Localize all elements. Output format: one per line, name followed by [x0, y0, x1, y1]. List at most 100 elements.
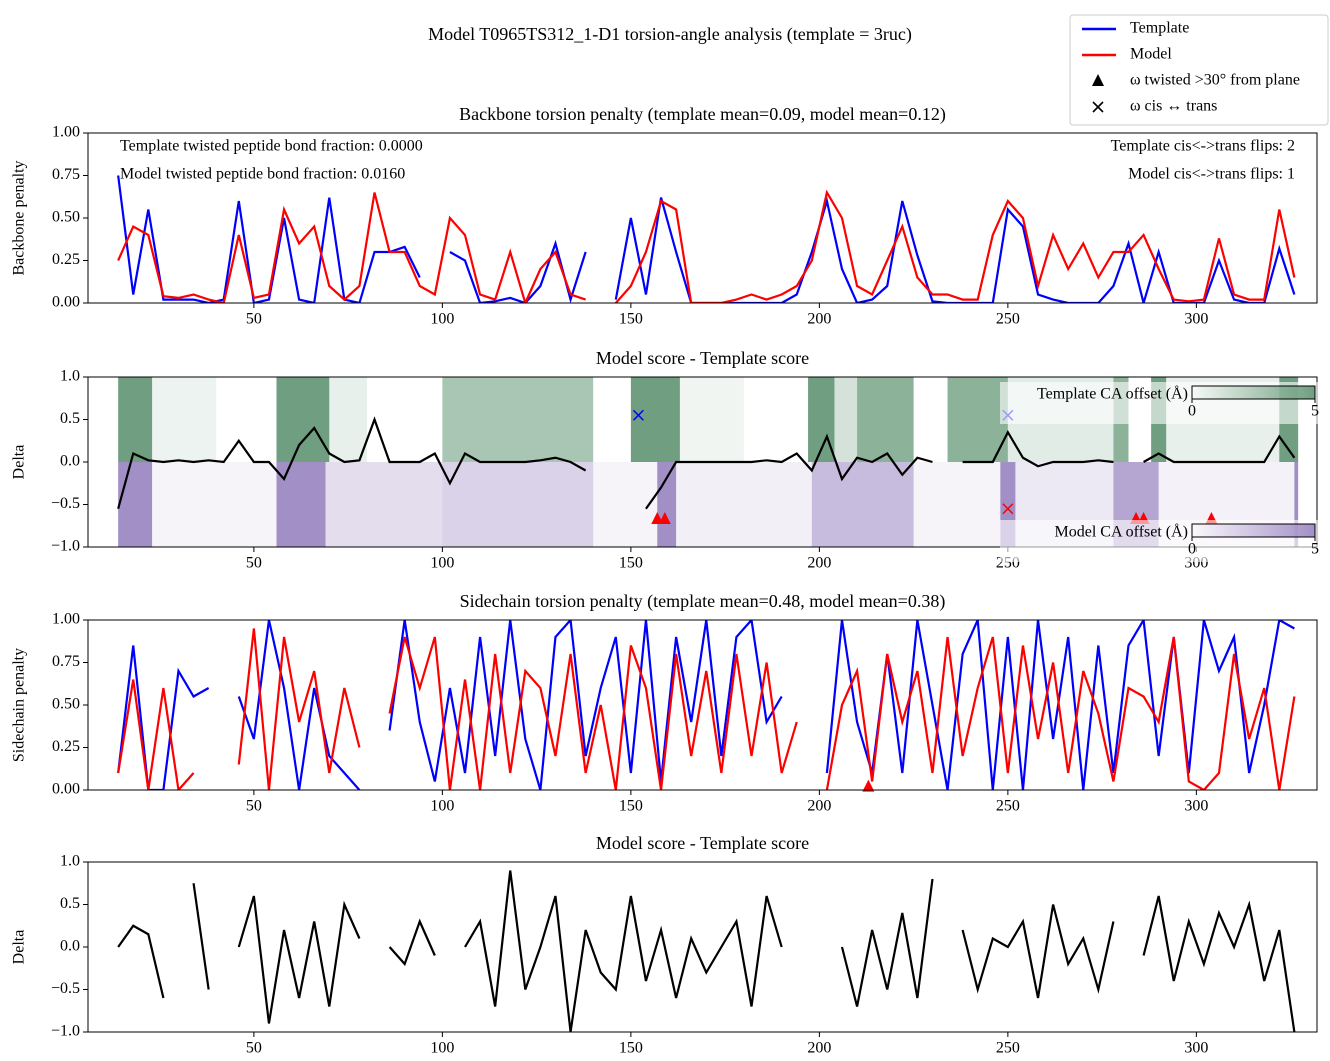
offset-band: [657, 462, 677, 547]
y-tick-label: −0.5: [51, 495, 80, 512]
offset-band: [276, 377, 330, 462]
series-line: [117, 924, 165, 999]
annotation: Model cis<->trans flips: 1: [1128, 166, 1295, 183]
y-axis-label: Sidechain penalty: [11, 648, 28, 762]
colorbar-tick-label: 0: [1188, 403, 1196, 420]
x-tick-label: 300: [1184, 798, 1208, 815]
x-marker: [1002, 503, 1014, 515]
x-tick-label: 300: [1184, 311, 1208, 328]
y-tick-label: −0.5: [51, 980, 80, 997]
series-line: [825, 620, 1295, 790]
legend-label: ω cis ↔ trans: [1130, 98, 1217, 115]
series-line: [388, 620, 783, 790]
panel-title: Model score - Template score: [596, 348, 809, 368]
series-line: [117, 679, 195, 790]
series-line: [840, 878, 934, 1007]
x-tick-label: 100: [430, 1040, 454, 1057]
x-tick-label: 200: [807, 311, 831, 328]
colorbar-tick-label: 0: [1188, 541, 1196, 558]
offset-band: [630, 377, 680, 462]
x-tick-label: 50: [246, 1040, 262, 1057]
y-tick-label: 1.00: [52, 124, 80, 141]
y-tick-label: 0.75: [52, 653, 80, 670]
offset-band: [329, 377, 367, 462]
series-line: [614, 189, 1296, 303]
x-tick-label: 150: [619, 311, 643, 328]
series-line: [962, 429, 1114, 468]
offset-band: [811, 462, 914, 547]
offset-band: [913, 462, 1001, 547]
offset-band: [276, 462, 326, 547]
colorbar-tick-label: 5: [1311, 541, 1319, 558]
x-tick-label: 150: [619, 798, 643, 815]
y-tick-label: 1.0: [60, 368, 80, 385]
colorbar-tick-label: 5: [1311, 403, 1319, 420]
offset-band: [1294, 462, 1299, 547]
offset-band: [118, 462, 153, 547]
x-tick-label: 300: [1184, 1040, 1208, 1057]
x-tick-label: 150: [619, 555, 643, 572]
x-tick-label: 200: [807, 1040, 831, 1057]
y-axis-label: Backbone penalty: [11, 160, 28, 275]
x-tick-label: 100: [430, 555, 454, 572]
triangle-marker: [862, 779, 875, 792]
panel-title: Model score - Template score: [596, 833, 809, 853]
offset-band: [152, 462, 277, 547]
series-line: [464, 870, 783, 1032]
y-axis-label: Delta: [11, 445, 28, 480]
y-tick-label: 0.50: [52, 696, 80, 713]
y-tick-label: 0.0: [60, 453, 80, 470]
series-line: [961, 904, 1115, 999]
series-line: [1143, 434, 1296, 464]
y-tick-label: −1.0: [51, 538, 80, 555]
series-line: [117, 192, 586, 303]
offset-band: [593, 462, 658, 547]
x-tick-label: 250: [996, 311, 1020, 328]
panel-title: Backbone torsion penalty (template mean=…: [459, 104, 946, 125]
x-tick-label: 150: [619, 1040, 643, 1057]
x-marker: [632, 409, 644, 421]
offset-band: [947, 377, 1008, 462]
x-tick-label: 250: [996, 1040, 1020, 1057]
legend-label: Template: [1130, 20, 1189, 37]
x-tick-label: 200: [807, 555, 831, 572]
offset-band: [679, 377, 744, 462]
series-line: [1142, 895, 1296, 1032]
y-axis-label: Delta: [11, 930, 28, 965]
offset-band: [834, 377, 858, 462]
offset-band: [118, 377, 153, 462]
offset-band: [857, 377, 914, 462]
x-tick-label: 50: [246, 798, 262, 815]
annotation: Template cis<->trans flips: 2: [1111, 138, 1295, 155]
series-line: [237, 628, 361, 790]
y-tick-label: −1.0: [51, 1023, 80, 1040]
x-stroke: [632, 409, 644, 421]
offset-band: [676, 462, 812, 547]
x-tick-label: 100: [430, 798, 454, 815]
legend-label: ω twisted >30° from plane: [1130, 72, 1300, 89]
y-tick-label: 0.5: [60, 410, 80, 427]
y-tick-label: 0.0: [60, 938, 80, 955]
offset-band: [442, 377, 594, 462]
x-tick-label: 50: [246, 555, 262, 572]
triangle-marker: [658, 511, 671, 524]
x-tick-label: 250: [996, 798, 1020, 815]
offset-band: [325, 462, 443, 547]
series-line: [117, 175, 421, 303]
legend-triangle: [1092, 74, 1104, 86]
y-tick-label: 0.00: [52, 781, 80, 798]
series-line: [237, 895, 361, 1024]
panel-title: Sidechain torsion penalty (template mean…: [460, 591, 946, 612]
y-tick-label: 0.00: [52, 294, 80, 311]
series-line: [614, 196, 1296, 303]
triangle-marker: [651, 511, 664, 524]
series-line: [645, 433, 933, 510]
offset-band: [152, 377, 217, 462]
annotation: Model twisted peptide bond fraction: 0.0…: [120, 166, 405, 183]
legend-box: [1069, 14, 1329, 126]
series-line: [237, 620, 361, 790]
series-line: [388, 636, 798, 790]
y-tick-label: 0.25: [52, 738, 80, 755]
legend-x: [1092, 101, 1104, 113]
